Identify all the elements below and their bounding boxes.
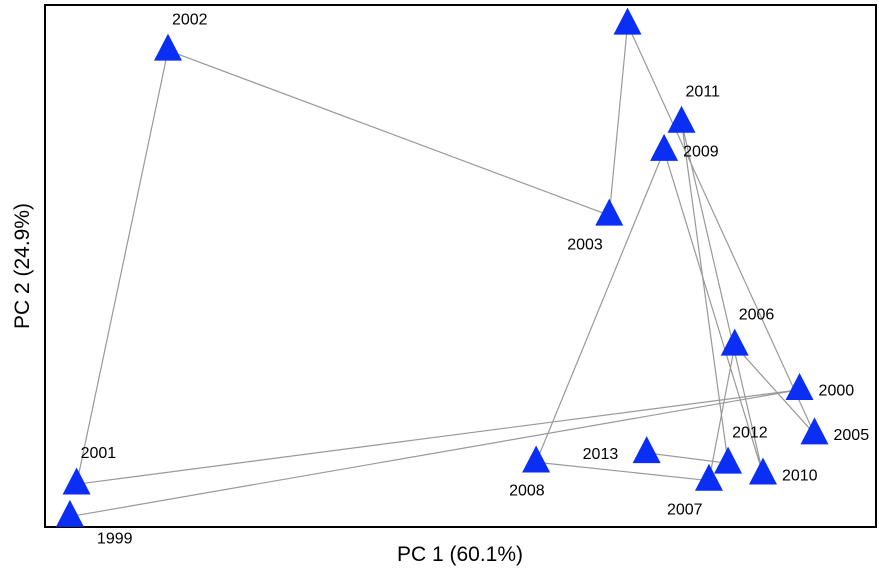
marker-2003 (595, 198, 624, 226)
y-axis-title: PC 2 (24.9%) (11, 203, 34, 329)
marker-2007 (694, 463, 723, 491)
path-segment-2005-2006 (734, 344, 815, 435)
path-segment-2011-2012 (680, 122, 729, 464)
path-segment-2003-2004 (608, 24, 629, 216)
label-2009: 2009 (683, 144, 719, 161)
marker-1999 (55, 499, 84, 527)
label-2002: 2002 (172, 11, 208, 28)
label-2005: 2005 (834, 427, 870, 444)
path-segment-2008-2009 (535, 150, 665, 463)
label-2007: 2007 (667, 502, 703, 519)
path-segment-2001-2002 (75, 50, 169, 485)
path-segment-2000-2001 (76, 389, 800, 485)
path-segment-2010-2011 (680, 122, 764, 475)
marker-2009 (650, 133, 679, 161)
path-segment-2007-2008 (536, 461, 710, 482)
marker-2006 (720, 328, 749, 356)
data-markers (55, 7, 829, 527)
marker-2005 (800, 417, 829, 445)
path-segment-2012-2013 (646, 452, 729, 464)
point-labels: 1999 2000 2001 2002 2003 2004 2005 2006 2007 2008… (81, 0, 870, 548)
label-2000: 2000 (819, 383, 855, 400)
path-segment-2009-2010 (663, 150, 764, 475)
x-axis-title: PC 1 (60.1%) (397, 543, 523, 566)
label-2010: 2010 (782, 467, 818, 484)
label-2012: 2012 (732, 424, 768, 441)
label-2003: 2003 (567, 236, 603, 253)
label-1999: 1999 (97, 531, 133, 548)
label-2001: 2001 (81, 445, 117, 462)
marker-2000 (785, 372, 814, 400)
path-segment-2004-2005 (626, 24, 816, 435)
trajectory-lines (69, 24, 816, 518)
marker-2013 (632, 436, 661, 464)
marker-2011 (667, 105, 696, 133)
marker-2008 (522, 445, 551, 473)
marker-2004 (613, 7, 642, 35)
path-segment-1999-2000 (69, 389, 800, 518)
marker-2010 (748, 457, 777, 485)
label-2006: 2006 (739, 306, 775, 323)
label-2013: 2013 (583, 446, 619, 463)
label-2004: 2004 (632, 0, 668, 2)
label-2008: 2008 (509, 482, 545, 499)
marker-2002 (153, 33, 182, 61)
marker-2012 (714, 446, 743, 474)
path-segment-2002-2003 (167, 49, 610, 216)
marker-2001 (62, 467, 91, 495)
label-2011: 2011 (686, 83, 721, 100)
